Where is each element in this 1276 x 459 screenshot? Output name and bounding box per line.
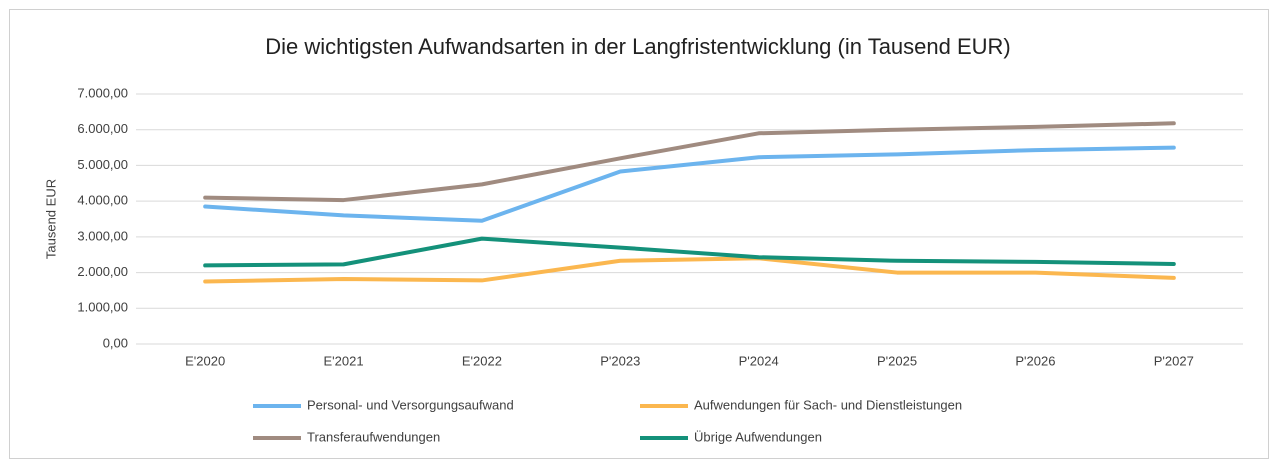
y-tick-label: 7.000,00 xyxy=(77,85,128,100)
y-tick-label: 6.000,00 xyxy=(77,121,128,136)
chart-frame xyxy=(9,9,1269,459)
series-line xyxy=(203,256,1176,284)
x-tick-label: E'2022 xyxy=(462,353,502,368)
x-tick-label: P'2024 xyxy=(739,353,779,368)
y-tick-label: 3.000,00 xyxy=(77,228,128,243)
x-tick-label: P'2023 xyxy=(600,353,640,368)
series-line xyxy=(203,121,1176,203)
x-tick-label: E'2020 xyxy=(185,353,225,368)
y-tick-label: 4.000,00 xyxy=(77,193,128,208)
series-line xyxy=(203,145,1176,223)
x-tick-label: P'2026 xyxy=(1015,353,1055,368)
y-tick-label: 2.000,00 xyxy=(77,264,128,279)
legend-label: Aufwendungen für Sach- und Dienstleistun… xyxy=(694,397,962,412)
y-tick-label: 1.000,00 xyxy=(77,300,128,315)
series-line xyxy=(203,236,1176,268)
chart-title: Die wichtigsten Aufwandsarten in der Lan… xyxy=(265,34,1011,59)
y-tick-label: 0,00 xyxy=(103,335,128,350)
legend-label: Übrige Aufwendungen xyxy=(694,429,822,444)
y-axis-label: Tausend EUR xyxy=(43,179,58,259)
x-tick-label: P'2025 xyxy=(877,353,917,368)
y-tick-label: 5.000,00 xyxy=(77,157,128,172)
x-tick-label: E'2021 xyxy=(324,353,364,368)
legend-label: Transferaufwendungen xyxy=(307,429,440,444)
x-tick-label: P'2027 xyxy=(1154,353,1194,368)
legend-label: Personal- und Versorgungsaufwand xyxy=(307,397,514,412)
